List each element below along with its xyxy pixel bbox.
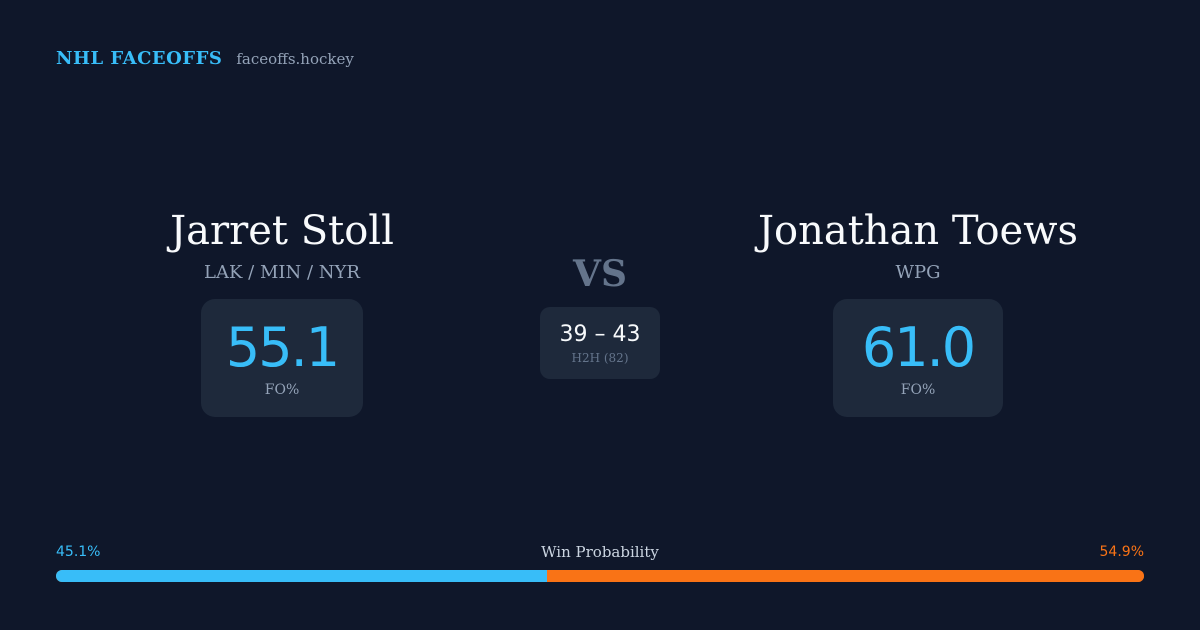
brand-header: NHL FACEOFFS faceoffs.hockey: [56, 48, 354, 69]
player-right-stat-card: 61.0 FO%: [833, 299, 1003, 417]
h2h-score: 39 – 43: [559, 322, 641, 347]
player-left: Jarret Stoll LAK / MIN / NYR 55.1 FO%: [132, 205, 432, 417]
win-prob-left-label: 45.1%: [56, 544, 101, 560]
win-prob-title: Win Probability: [541, 543, 659, 561]
win-prob-bar-right: [546, 570, 1144, 582]
player-left-fo-label: FO%: [264, 382, 300, 398]
vs-label: VS: [573, 253, 627, 295]
player-right: Jonathan Toews WPG 61.0 FO%: [718, 205, 1118, 417]
win-prob-bar-left: [56, 570, 547, 582]
player-left-teams: LAK / MIN / NYR: [204, 262, 360, 283]
player-left-name[interactable]: Jarret Stoll: [170, 208, 394, 254]
player-right-fo-pct: 61.0: [861, 316, 976, 379]
h2h-card: 39 – 43 H2H (82): [540, 307, 660, 379]
win-prob-right-label: 54.9%: [1099, 544, 1144, 560]
h2h-label: H2H (82): [571, 351, 629, 365]
brand-name[interactable]: NHL FACEOFFS: [56, 48, 223, 69]
player-left-stat-card: 55.1 FO%: [201, 299, 363, 417]
brand-domain[interactable]: faceoffs.hockey: [236, 50, 354, 68]
player-right-teams: WPG: [895, 262, 941, 283]
player-right-fo-label: FO%: [900, 382, 936, 398]
player-right-name[interactable]: Jonathan Toews: [758, 208, 1078, 254]
player-left-fo-pct: 55.1: [225, 316, 340, 379]
win-probability-bar: [56, 570, 1144, 582]
